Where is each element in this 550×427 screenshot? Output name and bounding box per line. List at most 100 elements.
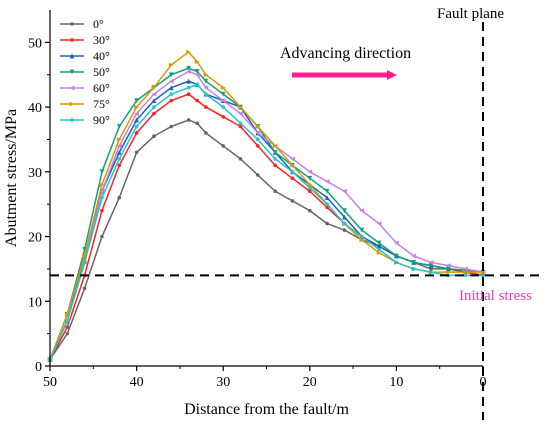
data-point — [445, 266, 451, 272]
data-point — [394, 240, 399, 246]
series-6 — [47, 49, 486, 362]
data-point — [151, 91, 157, 97]
data-point — [308, 186, 312, 190]
data-point — [117, 163, 122, 168]
data-point — [65, 331, 70, 336]
data-point — [220, 91, 226, 97]
series-3 — [47, 78, 486, 362]
data-point — [204, 105, 208, 109]
advancing-direction-label: Advancing direction — [280, 45, 411, 62]
data-point — [463, 273, 468, 278]
data-point — [394, 253, 399, 259]
data-point — [134, 131, 139, 135]
data-point — [70, 22, 74, 26]
data-point — [204, 92, 208, 96]
data-point — [169, 98, 174, 103]
x-tick-label: 20 — [303, 375, 317, 390]
data-point — [480, 269, 486, 275]
data-point — [203, 78, 209, 84]
x-axis-label: Distance from the fault/m — [184, 401, 349, 418]
data-point — [186, 69, 191, 74]
data-point — [308, 189, 312, 194]
data-point — [342, 228, 347, 232]
legend-entry: 75° — [60, 97, 110, 111]
data-point — [203, 72, 209, 78]
data-point — [99, 182, 105, 188]
legend-entry: 90° — [60, 113, 110, 127]
data-point — [359, 208, 365, 214]
series-line — [49, 70, 484, 360]
data-point — [168, 78, 174, 84]
y-tick-label: 30 — [28, 166, 42, 181]
data-point — [256, 137, 260, 142]
data-point — [204, 131, 208, 135]
data-point — [256, 173, 260, 177]
data-point — [220, 98, 226, 104]
legend-label: 90° — [93, 113, 110, 127]
y-tick-label: 0 — [35, 360, 42, 375]
data-point — [359, 227, 365, 233]
data-point — [411, 260, 417, 265]
data-point — [324, 195, 330, 201]
series-line — [49, 80, 484, 360]
data-point — [134, 98, 139, 104]
data-point — [324, 188, 330, 194]
data-point — [376, 250, 382, 256]
data-point — [272, 143, 278, 149]
data-point — [359, 234, 364, 239]
data-point — [186, 85, 191, 90]
series-7 — [48, 82, 485, 362]
data-point — [169, 124, 174, 129]
data-point — [325, 202, 329, 206]
legend-entry: 30° — [60, 33, 110, 47]
data-point — [152, 111, 156, 116]
data-point — [290, 170, 295, 174]
data-point — [64, 311, 70, 317]
data-point — [152, 105, 156, 109]
data-point — [290, 176, 295, 181]
data-point — [428, 260, 434, 265]
series-4 — [47, 65, 486, 362]
data-point — [445, 263, 451, 269]
series-line — [49, 67, 484, 360]
data-point — [116, 124, 122, 129]
data-point — [194, 72, 200, 78]
data-point — [117, 195, 122, 200]
legend-entry: 50° — [60, 65, 110, 79]
data-point — [69, 85, 75, 91]
series-5 — [47, 69, 486, 362]
data-point — [463, 266, 469, 272]
data-point — [325, 221, 329, 226]
data-point — [342, 208, 347, 214]
data-point — [238, 104, 243, 110]
data-point — [69, 53, 75, 59]
data-point — [273, 189, 277, 194]
data-point — [134, 150, 139, 155]
data-point — [290, 156, 295, 162]
data-point — [376, 221, 382, 226]
data-point — [134, 117, 139, 123]
data-point — [134, 104, 139, 110]
data-point — [445, 269, 451, 275]
data-point — [82, 286, 87, 291]
y-tick-label: 40 — [28, 101, 42, 116]
data-point — [428, 263, 434, 269]
data-point — [194, 69, 200, 74]
data-point — [342, 221, 347, 226]
data-point — [308, 208, 312, 213]
data-point — [100, 195, 104, 200]
data-point — [377, 247, 381, 252]
data-point — [195, 121, 200, 126]
data-point — [273, 163, 277, 168]
data-point — [117, 157, 122, 161]
data-point — [151, 85, 157, 91]
data-point — [152, 134, 156, 139]
data-point — [272, 150, 278, 155]
data-point — [99, 169, 105, 175]
data-point — [82, 260, 87, 265]
data-point — [116, 150, 122, 155]
legend-label: 40° — [93, 49, 110, 63]
data-point — [65, 318, 70, 323]
data-point — [70, 118, 74, 122]
fault-plane-label: Fault plane — [437, 6, 504, 22]
